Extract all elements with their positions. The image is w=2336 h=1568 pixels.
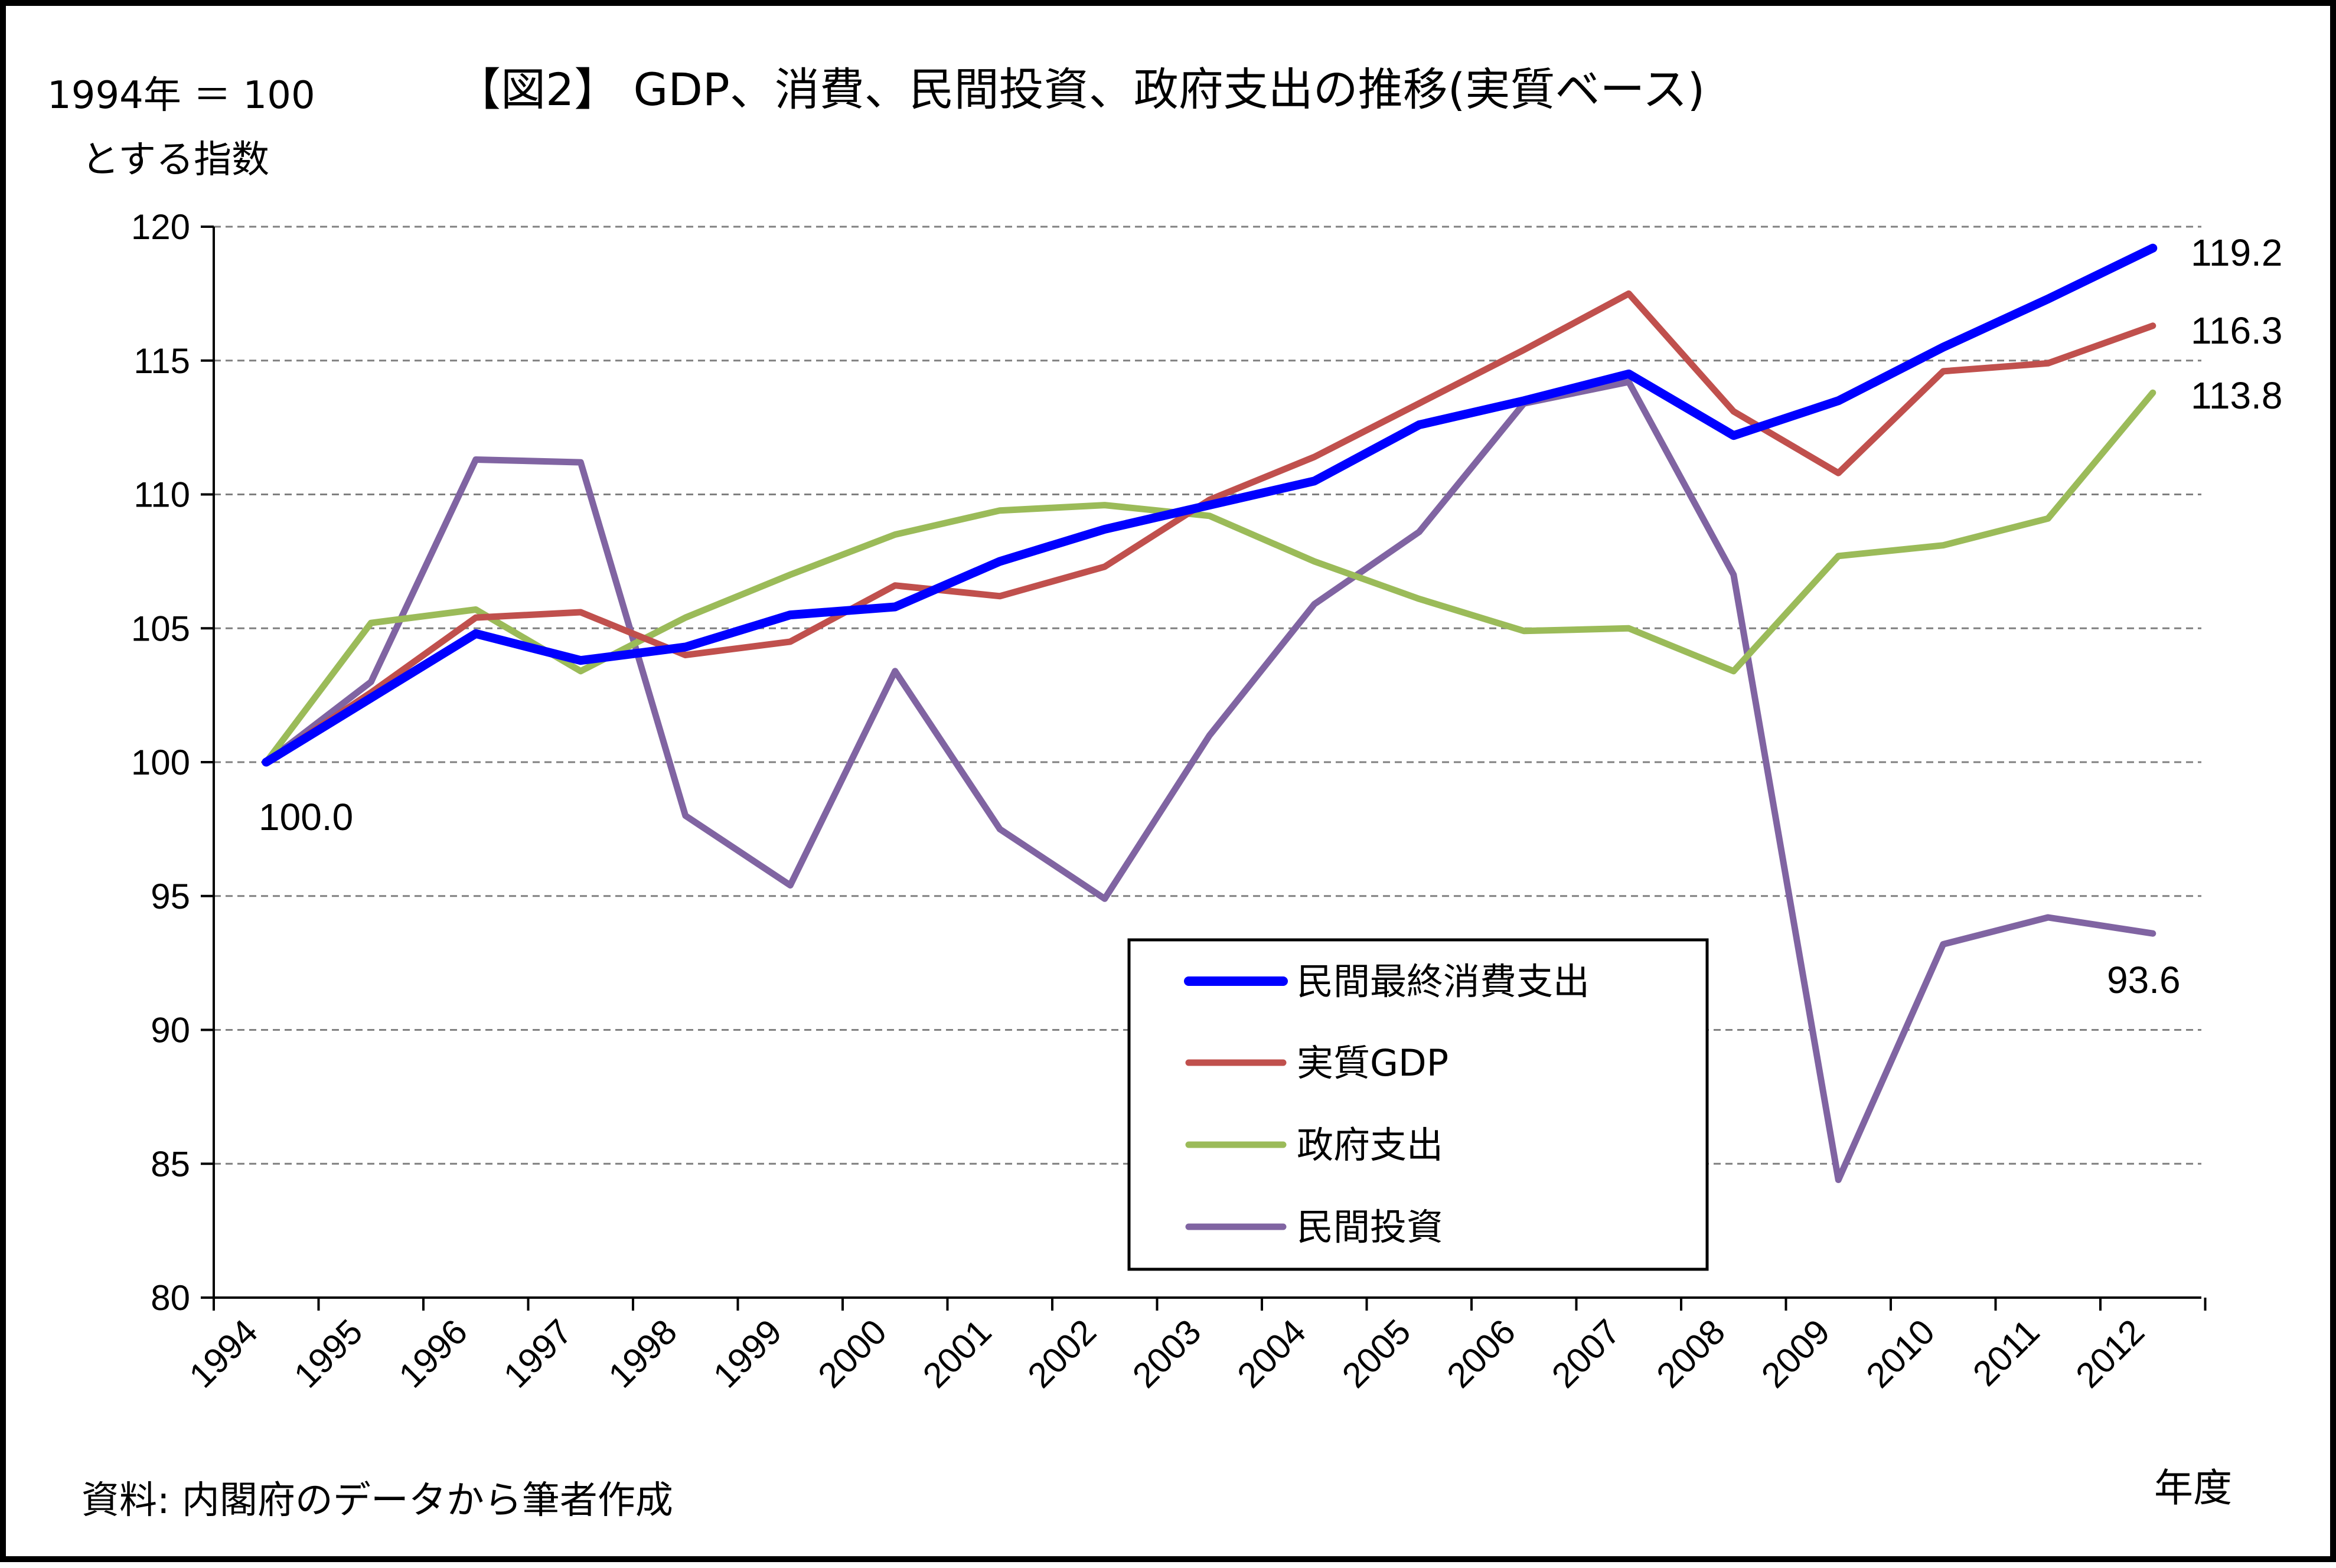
legend-label-gdp: 実質GDP: [1297, 1041, 1448, 1084]
y-tick-label: 120: [131, 207, 190, 247]
y-tick-label: 105: [131, 609, 190, 648]
x-tick-label: 1999: [706, 1312, 789, 1396]
y-tick-label: 90: [151, 1011, 190, 1050]
y-tick-label: 115: [133, 341, 190, 381]
x-tick-label: 2001: [915, 1312, 999, 1396]
gridlines: [214, 226, 2201, 1165]
x-unit-label: 年度: [2154, 1465, 2232, 1511]
series-lines: [262, 243, 2158, 1183]
x-tick-label: 1995: [286, 1312, 370, 1396]
x-tick-label: 2004: [1229, 1312, 1313, 1396]
x-tick-label: 2000: [810, 1312, 894, 1396]
x-tick-label: 1998: [601, 1312, 684, 1396]
y-tick-label: 80: [151, 1278, 190, 1318]
x-tick-label: 2012: [2068, 1312, 2152, 1396]
chart-svg: 1994年 ＝ 100 とする指数 【図2】 GDP、消費、民間投資、政府支出の…: [47, 63, 2282, 1523]
source-note: 資料: 内閣府のデータから筆者作成: [81, 1479, 673, 1523]
legend-label-investment: 民間投資: [1297, 1206, 1443, 1249]
x-tick-labels: 1994 1995 1996 1997 1998 1999 2000 2001 2002 2003…: [181, 1312, 2152, 1396]
end-label-investment: 93.6: [2107, 959, 2181, 1001]
legend: 民間最終消費支出 実質GDP 政府支出 民間投資: [1127, 938, 1709, 1271]
x-tick-label: 2007: [1544, 1312, 1628, 1396]
x-tick-label: 1996: [391, 1312, 475, 1396]
end-label-gdp: 116.3: [2191, 309, 2282, 352]
end-label-government: 113.8: [2191, 374, 2282, 417]
series-line-government: [263, 389, 2156, 766]
y-tick-labels: 80 85 90 95 100 105 110 115 120: [131, 207, 190, 1318]
x-tick-label: 2002: [1020, 1312, 1104, 1396]
series-line-investment: [263, 378, 2156, 1183]
end-label-consumption: 119.2: [2191, 231, 2282, 274]
legend-box: [1127, 938, 1709, 1271]
x-tick-label: 2005: [1335, 1312, 1418, 1396]
y-tick-label: 85: [151, 1144, 190, 1184]
series-line-consumption: [262, 243, 2158, 767]
x-tick-label: 2003: [1125, 1312, 1209, 1396]
legend-label-government: 政府支出: [1297, 1123, 1443, 1167]
y-tick-label: 100: [131, 743, 190, 782]
x-tick-label: 2011: [1965, 1312, 2047, 1394]
x-tick-label: 1994: [181, 1312, 265, 1396]
chart-title: 【図2】 GDP、消費、民間投資、政府支出の推移(実質ベース): [456, 63, 1705, 116]
y-unit-line1: 1994年 ＝ 100: [47, 74, 315, 117]
x-tick-label: 2009: [1754, 1312, 1838, 1396]
y-tick-label: 95: [151, 877, 190, 916]
legend-label-consumption: 民間最終消費支出: [1297, 960, 1590, 1003]
series-line-gdp: [263, 290, 2156, 766]
axes: [201, 226, 2207, 1311]
x-tick-label: 2006: [1439, 1312, 1523, 1396]
x-tick-label: 1997: [496, 1312, 580, 1396]
y-unit-line2: とする指数: [81, 138, 269, 182]
start-value-label: 100.0: [259, 796, 353, 838]
x-tick-label: 2010: [1858, 1312, 1942, 1396]
x-tick-label: 2008: [1649, 1312, 1733, 1396]
y-tick-label: 110: [133, 475, 190, 515]
